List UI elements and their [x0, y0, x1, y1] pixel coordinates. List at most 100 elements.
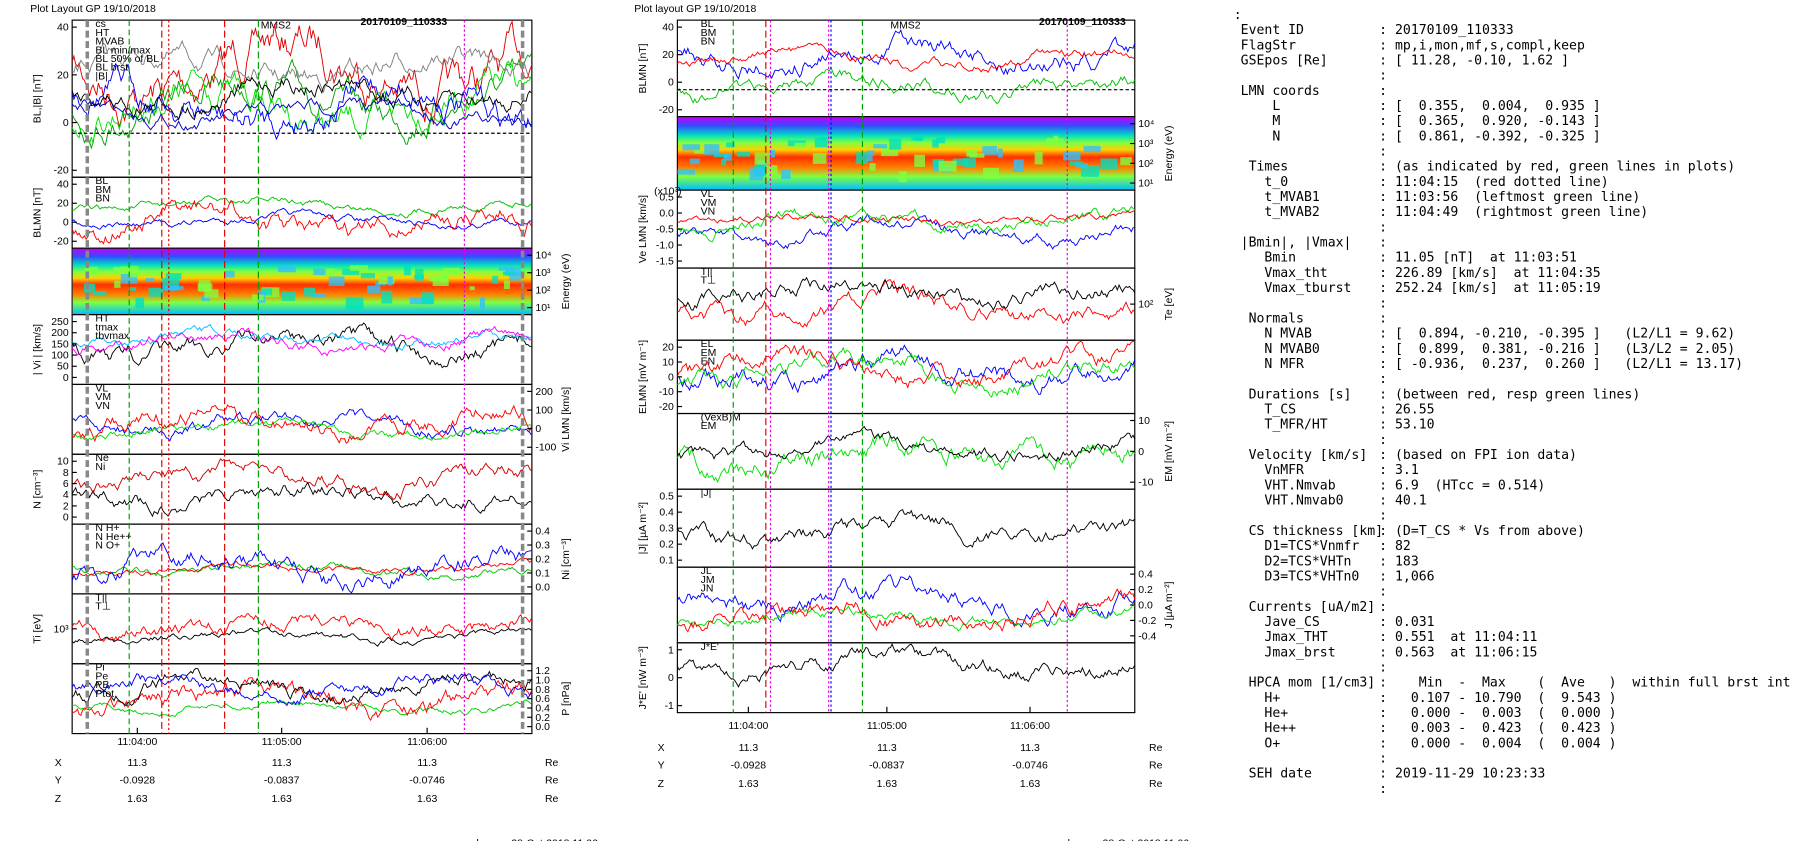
position-cell: X [55, 758, 62, 769]
report-key: VHT.Nmvab [1241, 478, 1336, 493]
spectrogram-patch [409, 296, 428, 305]
tick-label: 1.2 [535, 666, 550, 677]
report-value: : 3.1 [1379, 463, 1419, 478]
trace [71, 322, 532, 369]
trace [71, 408, 532, 442]
position-cell: Y [55, 776, 62, 787]
tick-label: 0.0 [535, 722, 550, 733]
position-cell: Re [1149, 743, 1163, 754]
legend-entry: tmax [95, 322, 118, 333]
spectrogram-patch [84, 283, 96, 293]
report-value: : 20170109_110333 [1379, 23, 1514, 38]
report-value: : 1,066 [1379, 569, 1434, 584]
trace [71, 62, 532, 141]
position-cell: 11.3 [739, 743, 759, 754]
tick-label: 10⁴ [535, 251, 551, 262]
panel-frame [71, 314, 533, 386]
position-cell: Z [55, 794, 62, 805]
trace [677, 210, 1135, 227]
spectrogram-patch [432, 277, 449, 287]
spectrogram-patch [736, 152, 751, 157]
spectrogram-patch [381, 290, 393, 304]
spectrogram-patch [469, 286, 475, 291]
report-key: Bmin [1241, 251, 1296, 266]
trace [72, 560, 532, 581]
report-value: : (between red, resp green lines) [1379, 387, 1640, 402]
tick-label: -20 [659, 402, 674, 413]
trace [677, 344, 1136, 395]
spectrogram-patch [704, 144, 720, 155]
spectrogram-patch [367, 285, 381, 294]
tick-label: 0.1 [535, 568, 550, 579]
spectrogram-patch [428, 275, 447, 282]
spectrogram-patch [421, 292, 435, 304]
spectrogram-patch [349, 265, 369, 271]
position-cell: -0.0837 [869, 760, 905, 771]
report-key: LMN coords [1241, 84, 1320, 99]
tick-label: 10¹ [535, 303, 551, 314]
tick-label: 0.4 [659, 508, 674, 519]
tick-label: -10 [659, 387, 674, 398]
trace [676, 509, 1136, 550]
report-key: Times [1241, 160, 1288, 175]
spectrogram-patch [197, 283, 213, 291]
report-value: : [ 11.28, -0.10, 1.62 ] [1379, 53, 1569, 68]
report-value: : 0.003 - 0.423 ( 0.423 ) [1379, 721, 1616, 736]
tick-label: 50 [57, 362, 69, 373]
panel-frame [676, 488, 1136, 568]
report-key: t_MVAB2 [1241, 205, 1320, 220]
report-value: : [1379, 782, 1387, 797]
report-key: H+ [1241, 691, 1281, 706]
report-key: SEH date [1241, 767, 1312, 782]
spectrogram-patch [360, 272, 375, 279]
spectrogram-patch [345, 297, 364, 310]
report-key: N MFR [1241, 357, 1304, 372]
axis-label: Ve LMN [km/s] [638, 195, 649, 263]
report-value: : [1379, 600, 1387, 615]
spectrogram-patch [313, 268, 326, 276]
tick-label: 0.2 [659, 540, 674, 551]
spectrogram-patch [84, 266, 99, 277]
report-value: : (as indicated by red, green lines in p… [1379, 160, 1735, 175]
tick-label: 0 [63, 373, 69, 384]
tick-label: -0.4 [1138, 631, 1156, 642]
panel-frame [676, 189, 1136, 269]
legend-entry: BM [701, 28, 717, 39]
axis-label: ELMN [mV m⁻¹] [638, 340, 649, 414]
trace [72, 195, 532, 219]
spectrogram-patch [414, 274, 425, 279]
spectrogram-patch [387, 276, 393, 286]
legend-entry: T|| [95, 593, 107, 604]
legend-entry: BN [701, 37, 716, 48]
report-value: : [1379, 220, 1387, 235]
panel-frame [71, 523, 533, 595]
tick-label: 0 [535, 424, 541, 435]
report-key: HPCA mom [1/cm3] [1241, 676, 1376, 691]
report-value: : [1379, 585, 1387, 600]
report-key: N MVAB [1241, 327, 1312, 342]
tick-label: 200 [51, 328, 69, 339]
report-value: : 0.031 [1379, 615, 1434, 630]
report-key: CS thickness [km] [1241, 524, 1383, 539]
spectrogram-patch [765, 165, 778, 178]
panel-frame [676, 642, 1136, 714]
tick-label: 150 [51, 339, 69, 350]
tick-label: -100 [535, 443, 556, 454]
legend-entry: HT [95, 28, 110, 39]
legend-entry: JL [701, 566, 712, 577]
report-key: |Bmin|, |Vmax| [1241, 236, 1352, 251]
trace [71, 613, 532, 642]
legend-entry: Pi [95, 663, 104, 674]
report-key: M [1241, 114, 1281, 129]
trace [71, 60, 532, 146]
position-cell: 1.63 [127, 794, 148, 805]
tick-label: 6 [63, 479, 69, 490]
legend-entry: BL brst [95, 63, 128, 74]
position-cell: -0.0746 [1012, 760, 1048, 771]
x-tick-label: 11:06:00 [1010, 721, 1050, 732]
tick-label: 10 [1138, 416, 1150, 427]
report-key: N MVAB0 [1241, 342, 1320, 357]
trace [677, 28, 1136, 80]
spectrogram-patch [415, 268, 424, 281]
legend-entry: T|| [701, 267, 713, 278]
